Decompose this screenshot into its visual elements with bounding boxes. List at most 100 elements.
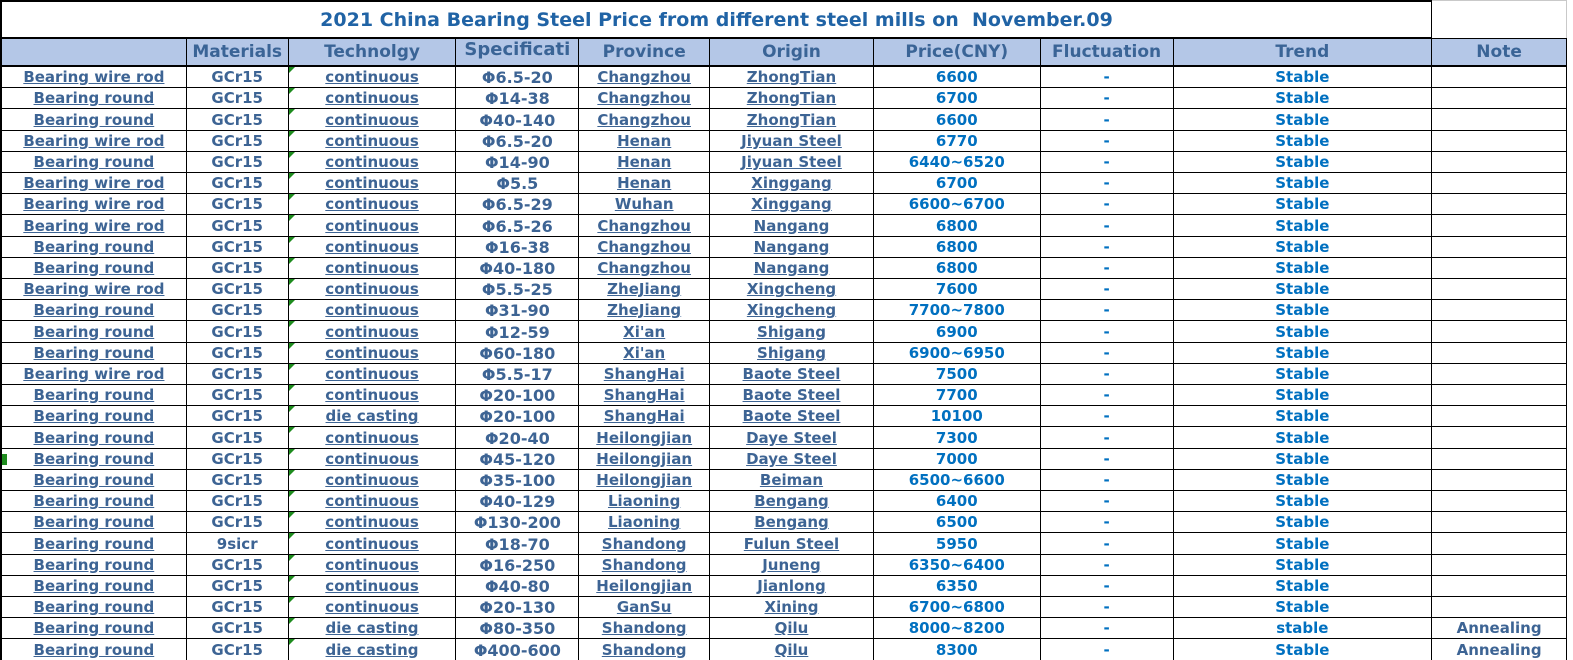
cell-trend[interactable]: stable: [1174, 618, 1433, 639]
cell-materials[interactable]: GCr15: [187, 67, 289, 88]
cell-technology[interactable]: continuous: [288, 554, 457, 575]
cell-province[interactable]: ZheJiang: [579, 279, 711, 300]
cell-materials[interactable]: GCr15: [187, 130, 289, 151]
cell-province[interactable]: Shandong: [579, 618, 711, 639]
cell-fluctuation[interactable]: -: [1041, 618, 1174, 639]
cell-province[interactable]: ShangHai: [579, 363, 711, 385]
cell-province[interactable]: Shandong: [579, 554, 711, 575]
cell-specification[interactable]: Φ45-120: [456, 448, 580, 469]
cell-trend[interactable]: Stable: [1174, 639, 1433, 660]
cell-origin[interactable]: Xinggang: [710, 173, 874, 194]
cell-note[interactable]: [1432, 88, 1567, 109]
cell-materials[interactable]: GCr15: [187, 427, 289, 448]
cell-item[interactable]: Bearing wire rod: [2, 173, 187, 194]
cell-province[interactable]: Liaoning: [579, 491, 711, 512]
cell-item[interactable]: Bearing round: [2, 300, 187, 321]
cell-trend[interactable]: Stable: [1174, 533, 1433, 554]
cell-price[interactable]: 6700: [874, 173, 1041, 194]
cell-item[interactable]: Bearing wire rod: [2, 279, 187, 300]
cell-price[interactable]: 6600: [874, 109, 1041, 130]
cell-note[interactable]: [1432, 300, 1567, 321]
cell-fluctuation[interactable]: -: [1041, 575, 1174, 597]
cell-trend[interactable]: Stable: [1174, 448, 1433, 469]
cell-price[interactable]: 6350~6400: [874, 554, 1041, 575]
cell-note[interactable]: [1432, 194, 1567, 215]
cell-fluctuation[interactable]: -: [1041, 279, 1174, 300]
cell-trend[interactable]: Stable: [1174, 300, 1433, 321]
cell-trend[interactable]: Stable: [1174, 406, 1433, 427]
cell-origin[interactable]: Jiyuan Steel: [710, 130, 874, 151]
cell-province[interactable]: Heilongjian: [579, 427, 711, 448]
cell-materials[interactable]: GCr15: [187, 363, 289, 385]
cell-province[interactable]: Heilongjian: [579, 469, 711, 491]
cell-materials[interactable]: GCr15: [187, 236, 289, 257]
cell-note[interactable]: [1432, 151, 1567, 173]
column-header-trend[interactable]: Trend: [1174, 39, 1433, 65]
cell-fluctuation[interactable]: -: [1041, 363, 1174, 385]
cell-fluctuation[interactable]: -: [1041, 597, 1174, 618]
cell-trend[interactable]: Stable: [1174, 257, 1433, 279]
cell-specification[interactable]: Φ18-70: [456, 533, 580, 554]
cell-item[interactable]: Bearing wire rod: [2, 363, 187, 385]
cell-trend[interactable]: Stable: [1174, 597, 1433, 618]
cell-origin[interactable]: ZhongTian: [710, 88, 874, 109]
cell-note[interactable]: [1432, 215, 1567, 236]
cell-note[interactable]: Annealing: [1432, 618, 1567, 639]
cell-price[interactable]: 6600: [874, 67, 1041, 88]
cell-item[interactable]: Bearing round: [2, 385, 187, 406]
cell-specification[interactable]: Φ40-180: [456, 257, 580, 279]
table-title[interactable]: 2021 China Bearing Steel Price from diff…: [0, 0, 1432, 38]
cell-note[interactable]: [1432, 491, 1567, 512]
cell-specification[interactable]: Φ40-140: [456, 109, 580, 130]
cell-fluctuation[interactable]: -: [1041, 257, 1174, 279]
cell-technology[interactable]: continuous: [288, 88, 457, 109]
cell-price[interactable]: 6700: [874, 88, 1041, 109]
cell-technology[interactable]: continuous: [288, 279, 457, 300]
cell-materials[interactable]: GCr15: [187, 512, 289, 533]
cell-technology[interactable]: continuous: [288, 236, 457, 257]
cell-price[interactable]: 6600~6700: [874, 194, 1041, 215]
cell-trend[interactable]: Stable: [1174, 236, 1433, 257]
cell-province[interactable]: Xi'an: [579, 342, 711, 363]
cell-fluctuation[interactable]: -: [1041, 342, 1174, 363]
cell-specification[interactable]: Φ12-59: [456, 321, 580, 342]
cell-trend[interactable]: Stable: [1174, 151, 1433, 173]
column-header-technology[interactable]: Technolgy: [289, 39, 457, 65]
cell-fluctuation[interactable]: -: [1041, 151, 1174, 173]
cell-province[interactable]: Shandong: [579, 533, 711, 554]
cell-technology[interactable]: die casting: [288, 639, 457, 660]
cell-specification[interactable]: Φ6.5-20: [456, 130, 580, 151]
cell-province[interactable]: Changzhou: [579, 88, 711, 109]
cell-materials[interactable]: GCr15: [187, 88, 289, 109]
cell-origin[interactable]: Nangang: [710, 257, 874, 279]
cell-province[interactable]: Changzhou: [579, 236, 711, 257]
column-header-fluctuation[interactable]: Fluctuation: [1041, 39, 1174, 65]
cell-price[interactable]: 6770: [874, 130, 1041, 151]
cell-note[interactable]: [1432, 321, 1567, 342]
cell-note[interactable]: [1432, 448, 1567, 469]
cell-specification[interactable]: Φ6.5-20: [456, 67, 580, 88]
cell-materials[interactable]: GCr15: [187, 109, 289, 130]
cell-specification[interactable]: Φ31-90: [456, 300, 580, 321]
cell-specification[interactable]: Φ6.5-29: [456, 194, 580, 215]
cell-origin[interactable]: Nangang: [710, 215, 874, 236]
cell-price[interactable]: 6500: [874, 512, 1041, 533]
cell-price[interactable]: 6900: [874, 321, 1041, 342]
cell-trend[interactable]: Stable: [1174, 215, 1433, 236]
cell-item[interactable]: Bearing round: [2, 342, 187, 363]
cell-item[interactable]: Bearing round: [2, 151, 187, 173]
cell-origin[interactable]: Nangang: [710, 236, 874, 257]
cell-note[interactable]: [1432, 554, 1567, 575]
cell-price[interactable]: 6350: [874, 575, 1041, 597]
cell-note[interactable]: [1432, 597, 1567, 618]
cell-technology[interactable]: continuous: [288, 194, 457, 215]
cell-origin[interactable]: Xingcheng: [710, 300, 874, 321]
cell-technology[interactable]: continuous: [288, 173, 457, 194]
cell-province[interactable]: Heilongjian: [579, 575, 711, 597]
cell-item[interactable]: Bearing wire rod: [2, 194, 187, 215]
cell-note[interactable]: [1432, 67, 1567, 88]
cell-specification[interactable]: Φ6.5-26: [456, 215, 580, 236]
cell-province[interactable]: Changzhou: [579, 67, 711, 88]
cell-item[interactable]: Bearing wire rod: [2, 67, 187, 88]
cell-technology[interactable]: continuous: [288, 151, 457, 173]
